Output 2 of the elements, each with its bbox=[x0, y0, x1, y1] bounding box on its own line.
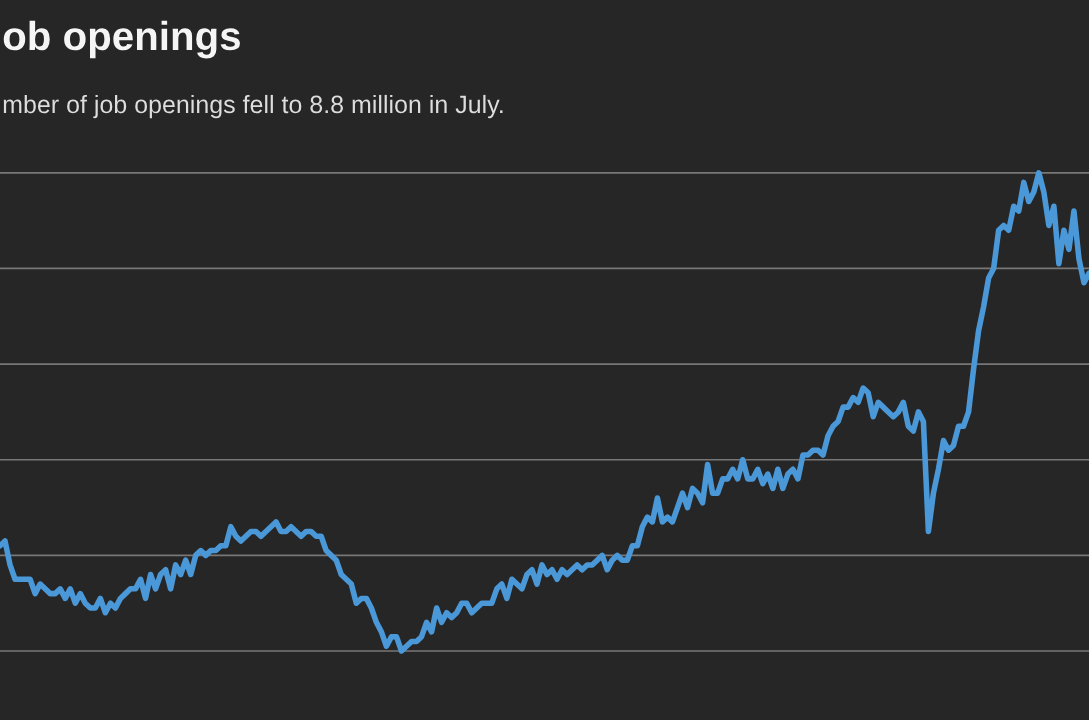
chart-subtitle: mber of job openings fell to 8.8 million in July. bbox=[3, 94, 503, 119]
chart-title: ob openings bbox=[3, 20, 240, 59]
